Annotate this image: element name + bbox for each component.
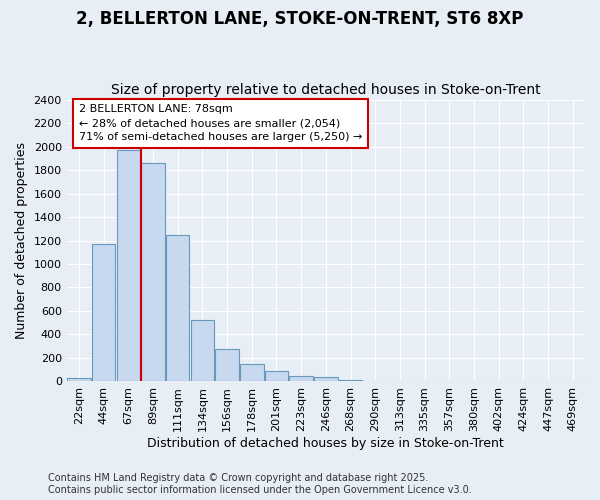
Bar <box>265 372 288 382</box>
Bar <box>240 364 263 382</box>
Bar <box>166 234 190 382</box>
Bar <box>314 378 338 382</box>
Title: Size of property relative to detached houses in Stoke-on-Trent: Size of property relative to detached ho… <box>111 83 541 97</box>
Text: Contains HM Land Registry data © Crown copyright and database right 2025.
Contai: Contains HM Land Registry data © Crown c… <box>48 474 472 495</box>
Bar <box>142 163 165 382</box>
Bar <box>289 376 313 382</box>
Bar <box>364 381 387 382</box>
Text: 2, BELLERTON LANE, STOKE-ON-TRENT, ST6 8XP: 2, BELLERTON LANE, STOKE-ON-TRENT, ST6 8… <box>76 10 524 28</box>
Bar <box>67 378 91 382</box>
Bar <box>339 380 362 382</box>
Y-axis label: Number of detached properties: Number of detached properties <box>15 142 28 339</box>
Bar <box>191 320 214 382</box>
Bar <box>116 150 140 382</box>
Text: 2 BELLERTON LANE: 78sqm
← 28% of detached houses are smaller (2,054)
71% of semi: 2 BELLERTON LANE: 78sqm ← 28% of detache… <box>79 104 362 142</box>
Bar <box>92 244 115 382</box>
X-axis label: Distribution of detached houses by size in Stoke-on-Trent: Distribution of detached houses by size … <box>148 437 504 450</box>
Bar <box>215 349 239 382</box>
